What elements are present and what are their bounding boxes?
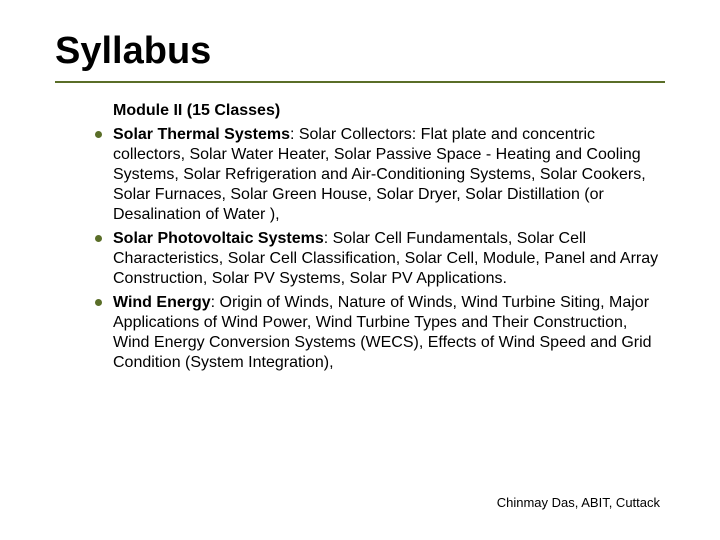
list-item: Wind Energy: Origin of Winds, Nature of … <box>95 293 665 373</box>
footer-text: Chinmay Das, ABIT, Cuttack <box>497 495 660 510</box>
bullet-lead: Solar Photovoltaic Systems <box>113 230 324 247</box>
slide: Syllabus Module II (15 Classes) Solar Th… <box>0 0 720 540</box>
bullet-list: Solar Thermal Systems: Solar Collectors:… <box>55 125 665 373</box>
title-underline <box>55 81 665 83</box>
list-item: Solar Photovoltaic Systems: Solar Cell F… <box>95 229 665 289</box>
module-heading: Module II (15 Classes) <box>113 101 665 121</box>
page-title: Syllabus <box>55 30 665 73</box>
bullet-lead: Wind Energy <box>113 294 211 311</box>
list-item: Solar Thermal Systems: Solar Collectors:… <box>95 125 665 225</box>
bullet-lead: Solar Thermal Systems <box>113 126 290 143</box>
